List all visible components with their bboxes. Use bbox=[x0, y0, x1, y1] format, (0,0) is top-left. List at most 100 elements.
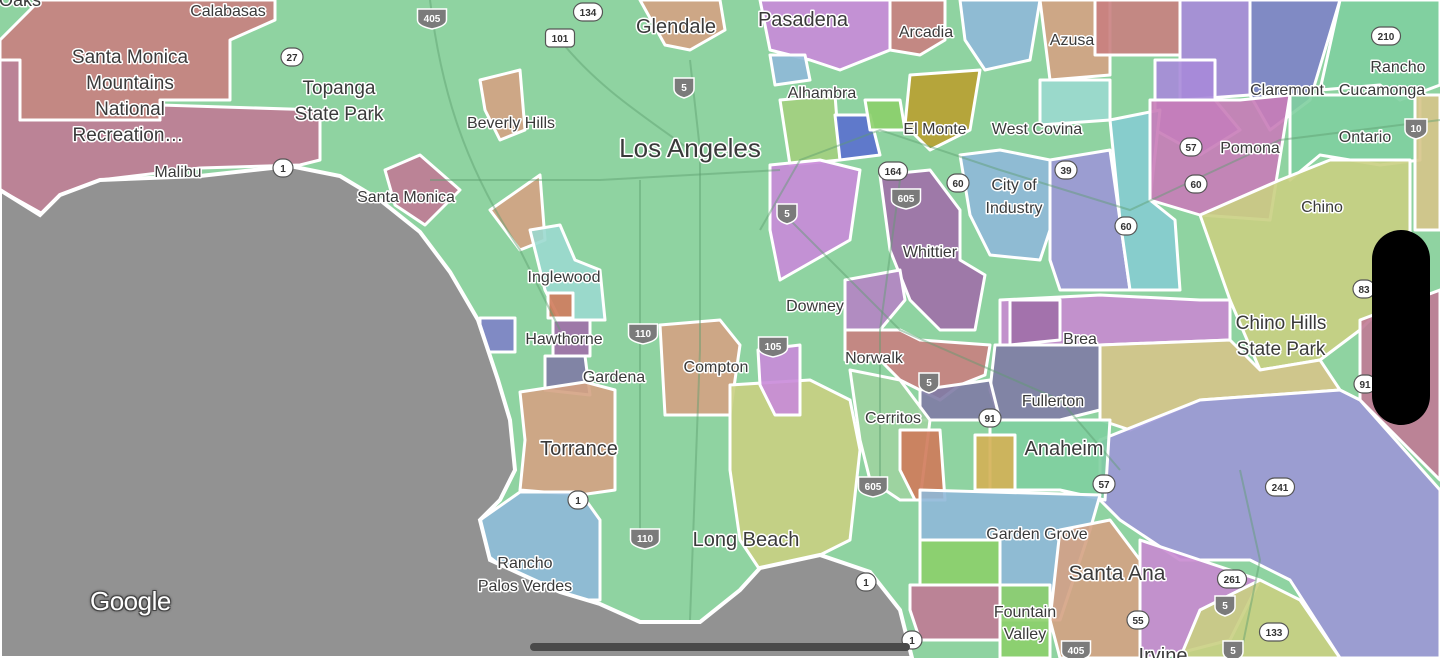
home-indicator[interactable] bbox=[530, 643, 910, 651]
city-region[interactable] bbox=[1038, 0, 1112, 82]
city-region[interactable] bbox=[478, 68, 527, 142]
city-region[interactable] bbox=[1008, 298, 1062, 347]
state-route-shield-icon: 57 bbox=[1179, 137, 1203, 157]
shield-route-number: 5 bbox=[926, 378, 932, 389]
city-region[interactable] bbox=[778, 93, 842, 167]
place-label: Inglewood bbox=[528, 269, 601, 286]
shield-route-number: 91 bbox=[1359, 380, 1371, 391]
city-region[interactable] bbox=[1093, 0, 1182, 57]
state-route-shield-icon: 133 bbox=[1258, 622, 1290, 642]
place-label: Calabasas bbox=[190, 3, 266, 20]
shield-route-number: 1 bbox=[575, 496, 581, 507]
city-region[interactable] bbox=[1178, 578, 1342, 658]
place-label: Topanga bbox=[303, 78, 376, 99]
place-label: Oaks bbox=[0, 0, 41, 10]
state-route-shield-icon: 55 bbox=[1126, 610, 1150, 630]
city-region[interactable] bbox=[888, 0, 947, 57]
place-label: Alhambra bbox=[788, 85, 857, 102]
road bbox=[879, 179, 901, 480]
shield-route-number: 134 bbox=[580, 8, 597, 19]
interstate-shield-icon: 110 bbox=[629, 528, 661, 550]
shield-route-number: 210 bbox=[1378, 32, 1395, 43]
city-region[interactable] bbox=[998, 583, 1052, 658]
shield-route-number: 10 bbox=[1410, 124, 1422, 135]
place-label: Pomona bbox=[1220, 140, 1280, 157]
city-region[interactable] bbox=[973, 433, 1017, 492]
state-route-shield-icon: 60 bbox=[946, 173, 970, 193]
place-label: Santa Monica bbox=[357, 189, 455, 206]
place-label: Garden Grove bbox=[986, 526, 1087, 543]
place-label: Malibu bbox=[154, 164, 201, 181]
shield-route-number: 83 bbox=[1358, 285, 1370, 296]
city-region[interactable] bbox=[758, 0, 892, 72]
interstate-shield-icon: 605 bbox=[890, 188, 922, 210]
city-region[interactable] bbox=[1413, 93, 1440, 232]
place-label: Anaheim bbox=[1025, 438, 1104, 460]
place-label: Cerritos bbox=[865, 410, 921, 427]
city-region[interactable] bbox=[1038, 78, 1112, 127]
state-route-shield-icon: 39 bbox=[1054, 160, 1078, 180]
city-region[interactable] bbox=[383, 153, 462, 227]
shield-route-number: 101 bbox=[552, 34, 569, 45]
city-region[interactable] bbox=[768, 158, 862, 282]
city-region[interactable] bbox=[843, 268, 907, 332]
shield-route-number: 57 bbox=[1185, 143, 1197, 154]
state-route-shield-icon: 1 bbox=[567, 490, 589, 510]
place-label: El Monte bbox=[903, 121, 966, 138]
pacific-ocean bbox=[0, 163, 915, 658]
place-label: Hawthorne bbox=[525, 331, 602, 348]
place-label: Gardena bbox=[583, 369, 645, 386]
place-label: Ontario bbox=[1339, 129, 1392, 146]
city-region[interactable] bbox=[0, 0, 277, 122]
shield-route-number: 405 bbox=[1068, 646, 1085, 657]
shield-route-number: 27 bbox=[286, 53, 298, 64]
city-region[interactable] bbox=[638, 0, 727, 52]
city-region[interactable] bbox=[863, 98, 907, 132]
shield-route-number: 5 bbox=[1222, 601, 1228, 612]
city-region[interactable] bbox=[958, 0, 1042, 72]
place-label: Arcadia bbox=[899, 24, 953, 41]
scrollbar-thumb[interactable] bbox=[1372, 230, 1430, 425]
state-route-shield-icon: 27 bbox=[280, 47, 304, 67]
city-region[interactable] bbox=[728, 378, 862, 572]
road bbox=[689, 59, 701, 621]
state-route-shield-icon: 134 bbox=[572, 2, 604, 22]
google-logo: Google bbox=[90, 586, 171, 616]
place-label: Whittier bbox=[903, 244, 958, 261]
shield-route-number: 60 bbox=[952, 179, 964, 190]
city-region[interactable] bbox=[756, 343, 802, 417]
place-label: Glendale bbox=[636, 16, 716, 38]
city-region[interactable] bbox=[518, 380, 617, 497]
place-label: Downey bbox=[786, 298, 844, 315]
interstate-shield-icon: 5 bbox=[918, 372, 940, 394]
city-region[interactable] bbox=[1098, 388, 1440, 658]
place-label: Chino Hills bbox=[1236, 313, 1327, 334]
interstate-shield-icon: 405 bbox=[1060, 640, 1092, 658]
place-label: Palos Verdes bbox=[478, 578, 572, 595]
shield-route-number: 60 bbox=[1190, 180, 1202, 191]
shield-route-number: 5 bbox=[784, 209, 790, 220]
state-route-shield-icon: 91 bbox=[978, 408, 1002, 428]
state-route-shield-icon: 210 bbox=[1370, 26, 1402, 46]
state-route-shield-icon: 1 bbox=[272, 158, 294, 178]
shield-route-number: 57 bbox=[1098, 480, 1110, 491]
place-label: Industry bbox=[986, 200, 1043, 217]
city-region[interactable] bbox=[551, 318, 592, 358]
city-region[interactable] bbox=[658, 318, 742, 417]
city-region[interactable] bbox=[908, 583, 1002, 642]
place-label: Mountains bbox=[86, 73, 174, 94]
road bbox=[430, 169, 781, 181]
city-region[interactable] bbox=[546, 291, 575, 320]
shield-route-number: 405 bbox=[424, 14, 441, 25]
road bbox=[559, 39, 691, 151]
city-region[interactable] bbox=[768, 53, 812, 87]
road bbox=[429, 0, 561, 331]
interstate-shield-icon: 5 bbox=[776, 203, 798, 225]
city-region[interactable] bbox=[958, 148, 1052, 262]
us-route-shield-icon: 101 bbox=[544, 28, 576, 48]
city-region[interactable] bbox=[918, 538, 1002, 587]
city-region[interactable] bbox=[903, 68, 982, 152]
